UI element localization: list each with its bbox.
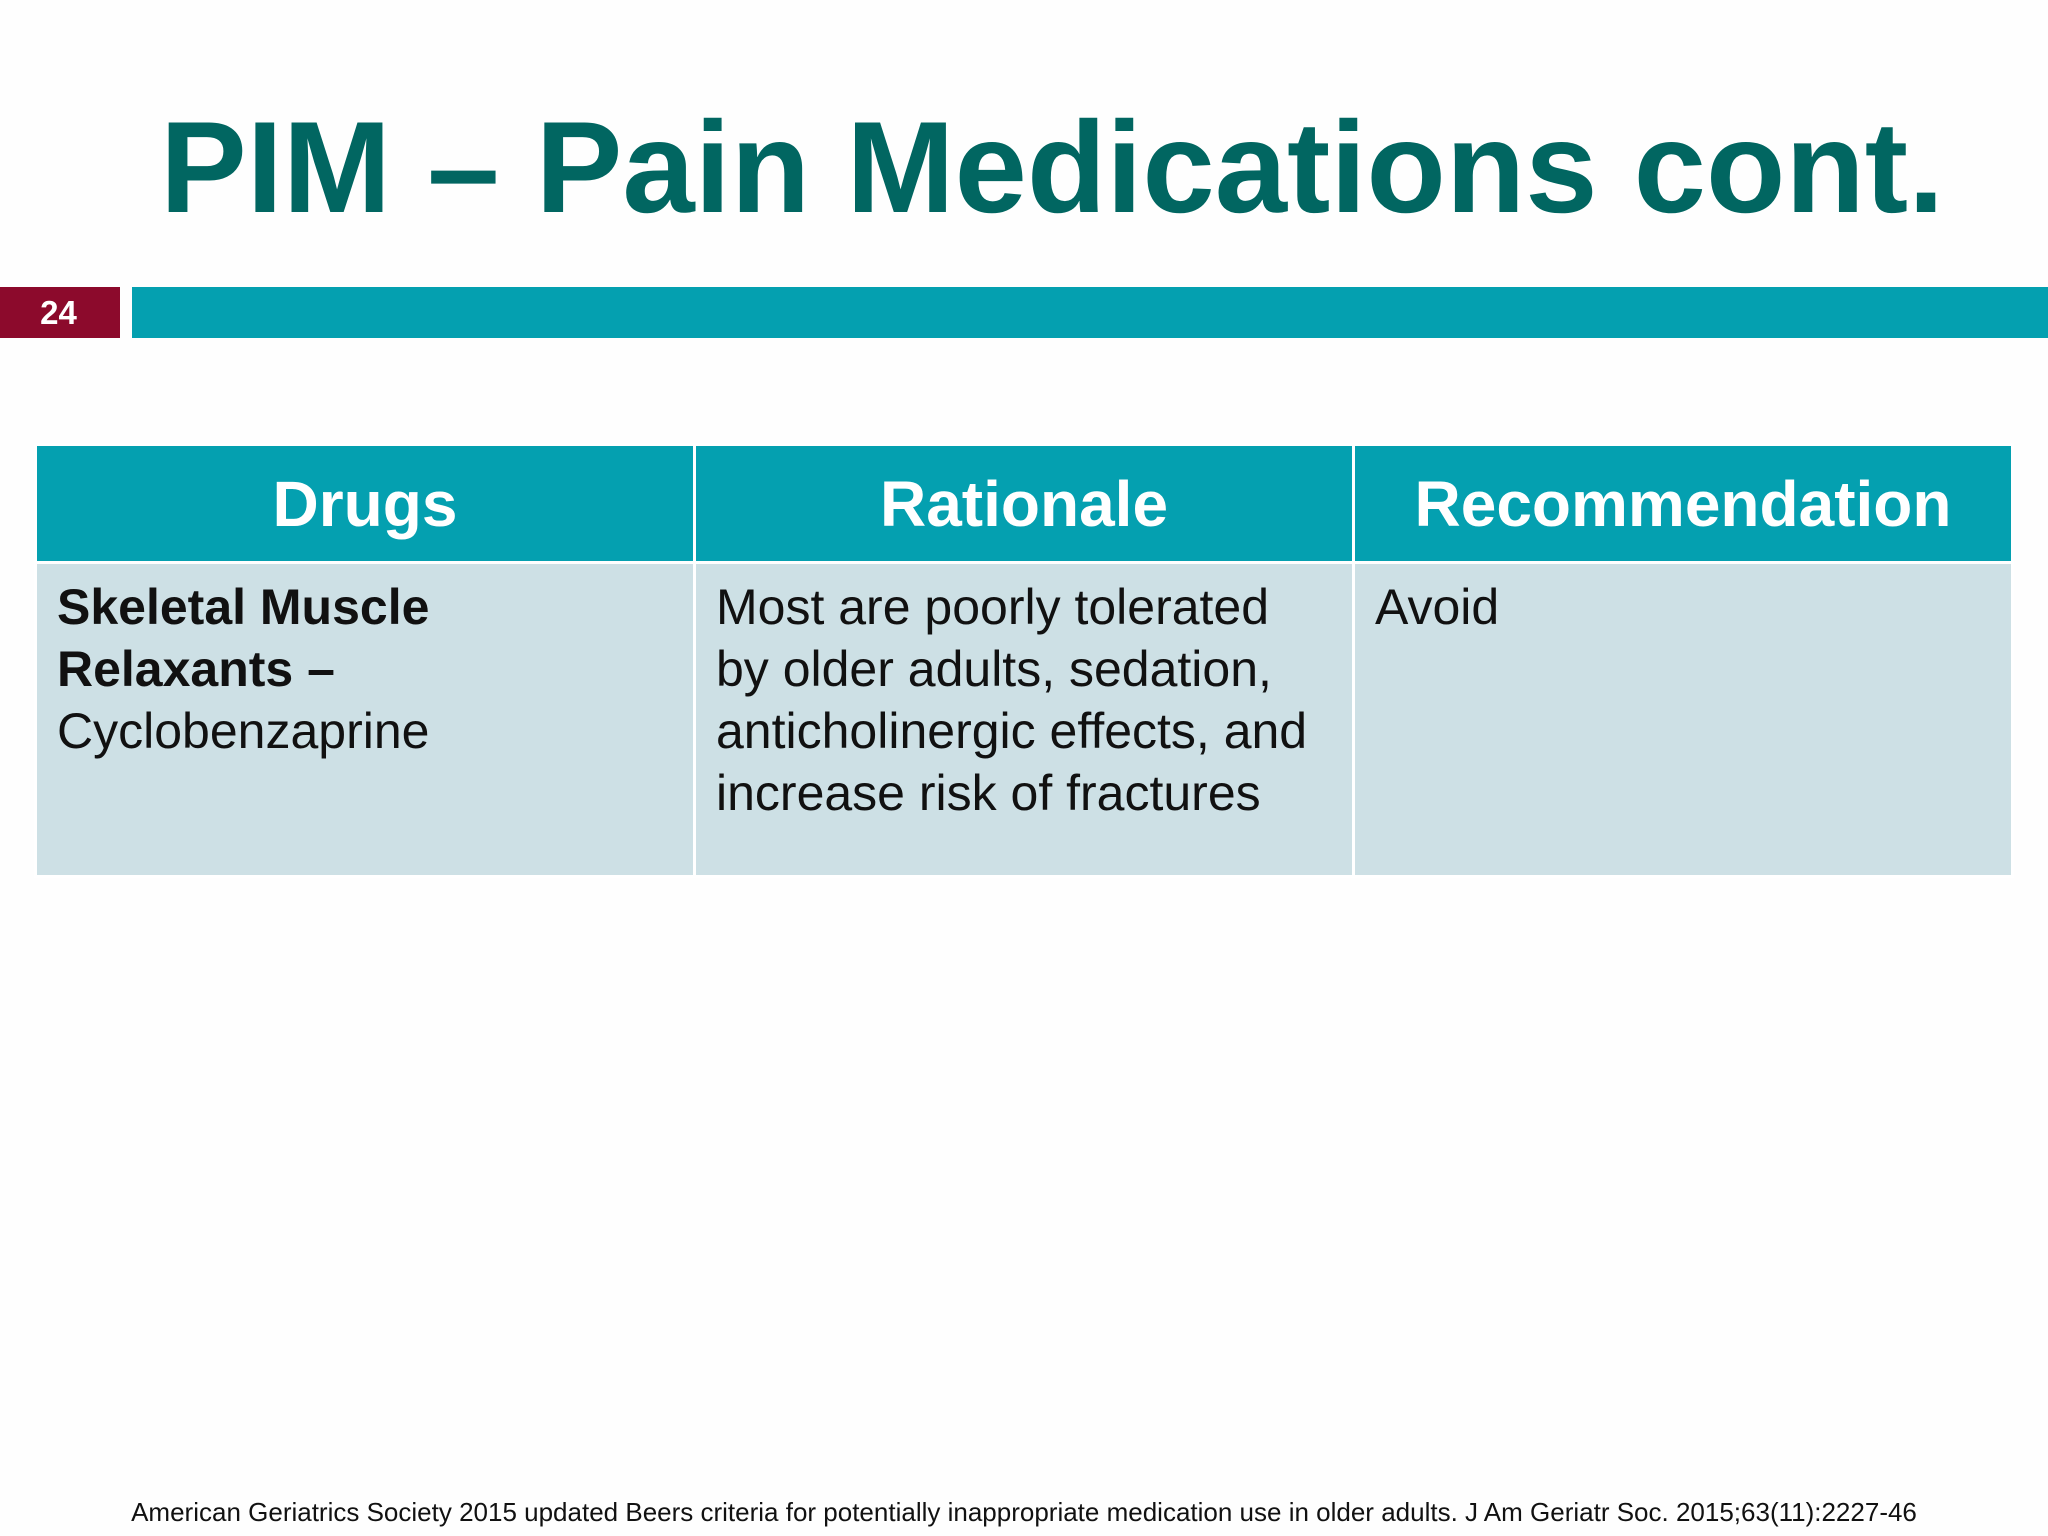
- slide-number-badge: 24: [0, 287, 120, 338]
- drug-name-label: Cyclobenzaprine: [57, 703, 430, 759]
- slide-title: PIM – Pain Medications cont.: [160, 94, 1945, 240]
- table-header-row: Drugs Rationale Recommendation: [34, 443, 2014, 564]
- table-row: Skeletal Muscle Relaxants – Cyclobenzapr…: [34, 561, 2014, 878]
- column-header-rationale: Rationale: [693, 443, 1355, 564]
- pim-table: Drugs Rationale Recommendation Skeletal …: [34, 443, 2014, 878]
- recommendation-cell: Avoid: [1352, 561, 2014, 878]
- citation-footnote: American Geriatrics Society 2015 updated…: [131, 1497, 1917, 1527]
- drug-cell: Skeletal Muscle Relaxants – Cyclobenzapr…: [34, 561, 696, 878]
- title-accent-bar: [132, 287, 2048, 338]
- drug-class-label: Skeletal Muscle Relaxants –: [57, 579, 430, 697]
- column-header-recommendation: Recommendation: [1352, 443, 2014, 564]
- column-header-drugs: Drugs: [34, 443, 696, 564]
- pim-table-container: Drugs Rationale Recommendation Skeletal …: [34, 443, 2014, 878]
- rationale-cell: Most are poorly tolerated by older adult…: [693, 561, 1355, 878]
